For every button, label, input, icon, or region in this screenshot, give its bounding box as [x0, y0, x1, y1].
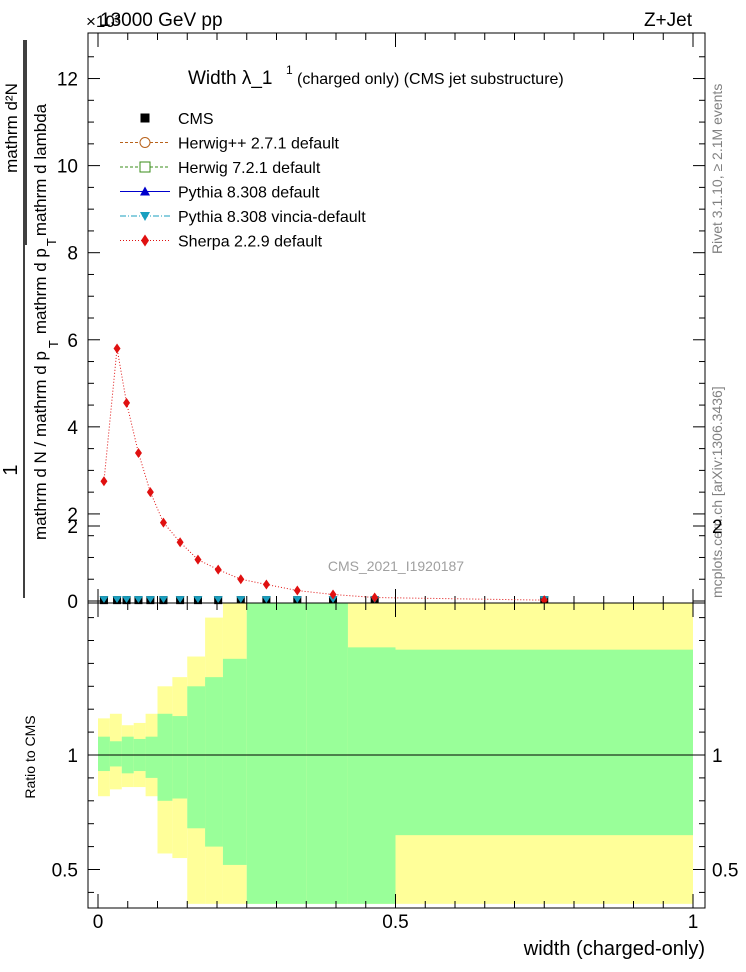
ratio-inner-band	[145, 736, 158, 778]
vincia-point	[158, 596, 168, 604]
sherpa-point	[146, 487, 154, 498]
ratio-inner-band	[157, 713, 173, 801]
title-superscript: 1	[286, 63, 293, 77]
legend-marker	[141, 234, 149, 247]
ratio-x-tick-labels: 0 0.5 1	[93, 912, 699, 933]
ratio-inner-band	[187, 686, 206, 829]
legend-label: Sherpa 2.2.9 default	[178, 234, 323, 251]
legend-entry: Pythia 8.308 default	[120, 185, 320, 202]
vincia-point	[99, 596, 109, 604]
legend-label: CMS	[178, 111, 214, 128]
legend-marker	[140, 186, 150, 196]
series-layer	[99, 343, 549, 606]
legend-label: Herwig 7.2.1 default	[178, 160, 321, 177]
sherpa-point	[134, 447, 142, 458]
sherpa-point	[113, 343, 121, 354]
sherpa-point	[262, 579, 270, 590]
y-tick-label: 12	[57, 70, 78, 91]
ratio-y-tick-label-right: 1	[712, 746, 723, 767]
ratio-inner-band	[109, 741, 122, 767]
vincia-point	[145, 596, 155, 604]
ratio-y-tick-label: 2	[67, 517, 78, 538]
y-exponent: ×10³	[86, 12, 121, 31]
sherpa-point	[123, 397, 131, 408]
title-rest: (charged only) (CMS jet substructure)	[297, 71, 564, 88]
vincia-point	[328, 596, 338, 604]
vincia-point	[292, 596, 302, 604]
sherpa-point	[194, 554, 202, 565]
sherpa-point	[329, 589, 337, 600]
vincia-point	[133, 596, 143, 604]
ratio-inner-band	[222, 658, 247, 865]
vincia-point	[122, 596, 132, 604]
legend-label: Herwig++ 2.7.1 default	[178, 136, 340, 153]
y-label-numerator: 1	[0, 464, 22, 475]
ratio-y-tick-label-right: 0.5	[712, 861, 738, 882]
sherpa-point	[176, 537, 184, 548]
ratio-inner-band	[172, 716, 188, 799]
ratio-inner-band	[306, 603, 348, 904]
ratio-inner-band	[205, 677, 223, 847]
vincia-point	[236, 596, 246, 604]
vincia-point	[261, 596, 271, 604]
ratio-y-axis-label: Ratio to CMS	[22, 715, 38, 798]
ratio-y-tick-label: 1	[67, 746, 78, 767]
ratio-y-tick-label-right: 2	[712, 517, 723, 538]
legend-entry: Herwig 7.2.1 default	[120, 160, 321, 177]
rivet-label: Rivet 3.1.10, ≥ 2.1M events	[709, 84, 725, 254]
ratio-y-tick-label: 0.5	[52, 861, 78, 882]
ratio-inner-band	[98, 736, 110, 772]
mcplots-label: mcplots.cern.ch [arXiv:1306.3436]	[709, 386, 725, 598]
process-label: Z+Jet	[644, 10, 693, 31]
main-y-tick-labels: 0 2 4 6 8 10 12	[57, 70, 79, 613]
energy-label: 13000 GeV pp	[100, 10, 223, 31]
ratio-inner-band	[347, 647, 396, 904]
y-label-denominator: mathrm d N / mathrm d pTmathrm d pTmathr…	[31, 103, 61, 540]
legend-marker	[140, 212, 150, 221]
vincia-point	[193, 596, 203, 604]
title-main: Width λ_1	[188, 68, 272, 89]
sherpa-point	[237, 574, 245, 585]
vincia-point	[213, 596, 223, 604]
ratio-y-tick-labels: 0.5 0.5 1 1 2 2	[52, 517, 739, 882]
y-tick-label: 6	[67, 331, 78, 352]
legend-marker	[139, 161, 151, 173]
ratio-bands	[98, 603, 693, 904]
legend-entry: Pythia 8.308 vincia-default	[120, 209, 366, 226]
y-tick-label: 10	[57, 157, 78, 178]
y-label-top: mathrm d²N	[2, 83, 21, 173]
ratio-axis-ticks	[88, 525, 705, 908]
vincia-point	[112, 596, 122, 604]
legend-entry: Herwig++ 2.7.1 default	[120, 136, 340, 153]
vincia-point	[175, 596, 185, 604]
sherpa-point	[293, 585, 301, 596]
analysis-watermark: CMS_2021_I1920187	[328, 558, 464, 574]
ratio-inner-band	[246, 603, 277, 904]
x-tick-label: 1	[688, 912, 699, 933]
legend: CMS Herwig++ 2.7.1 default Herwig 7.2.1 de…	[120, 111, 366, 251]
x-axis-label: width (charged-only)	[523, 938, 705, 960]
x-tick-label: 0.5	[382, 912, 408, 933]
sherpa-point	[214, 564, 222, 575]
sherpa-point	[159, 517, 167, 528]
legend-entry: CMS	[140, 111, 214, 128]
ratio-inner-band	[395, 649, 693, 836]
y-tick-label: 0	[67, 592, 78, 613]
legend-marker	[139, 137, 151, 148]
main-y-axis-label: 1 mathrm d N / mathrm d pTmathrm d pTmat…	[0, 40, 61, 598]
x-tick-label: 0	[93, 912, 104, 933]
sherpa-point	[100, 476, 108, 487]
legend-label: Pythia 8.308 vincia-default	[178, 209, 366, 226]
plot-title: Width λ_1 1 (charged only) (CMS jet subs…	[188, 63, 564, 89]
ratio-inner-band	[276, 603, 307, 904]
legend-entry: Sherpa 2.2.9 default	[120, 234, 323, 251]
y-tick-label: 8	[67, 244, 78, 265]
sherpa-point	[371, 592, 379, 603]
y-tick-label: 4	[67, 418, 78, 439]
legend-label: Pythia 8.308 default	[178, 185, 320, 202]
y-tick-label: 2	[67, 505, 78, 526]
legend-marker	[140, 113, 150, 123]
